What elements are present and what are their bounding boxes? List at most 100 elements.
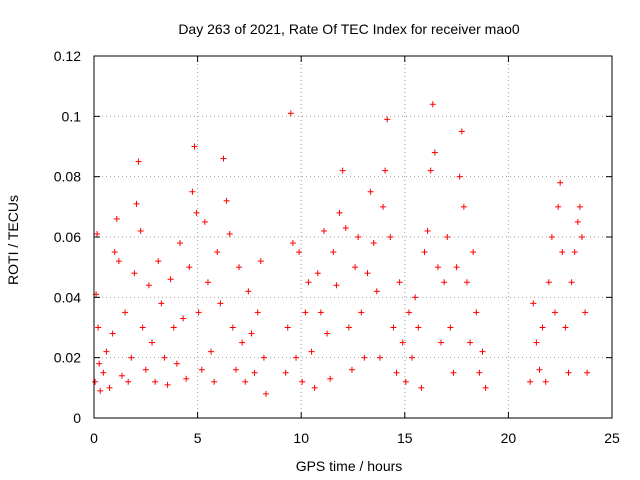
data-point <box>458 128 465 135</box>
data-point <box>103 348 110 355</box>
data-point <box>441 279 448 286</box>
data-point <box>384 116 391 123</box>
data-point <box>424 227 431 234</box>
data-point <box>582 309 589 316</box>
data-point <box>122 309 129 316</box>
data-point <box>342 224 349 231</box>
data-point <box>302 309 309 316</box>
data-point <box>170 324 177 331</box>
data-point <box>299 378 306 385</box>
data-point <box>405 309 412 316</box>
data-point <box>536 366 543 373</box>
data-point <box>158 300 165 307</box>
data-point <box>415 324 422 331</box>
data-point <box>180 315 187 322</box>
data-point <box>348 366 355 373</box>
data-point <box>92 378 99 385</box>
y-tick-label: 0.08 <box>54 169 81 185</box>
data-point <box>393 369 400 376</box>
data-point <box>176 240 183 247</box>
y-tick-label: 0.12 <box>54 48 81 64</box>
data-point <box>109 330 116 337</box>
data-point <box>327 375 334 382</box>
data-point <box>530 300 537 307</box>
data-point <box>211 378 218 385</box>
data-point <box>387 234 394 240</box>
data-point <box>557 179 564 186</box>
data-point <box>229 324 236 331</box>
x-tick-label: 15 <box>397 430 413 446</box>
data-point <box>311 384 318 391</box>
data-point <box>152 378 159 385</box>
data-point <box>314 270 321 277</box>
data-point <box>364 270 371 277</box>
data-point <box>542 378 549 385</box>
data-point <box>191 143 198 150</box>
chart-title: Day 263 of 2021, Rate Of TEC Index for r… <box>178 21 520 37</box>
data-point <box>545 279 552 286</box>
data-point <box>460 203 467 210</box>
data-point <box>232 366 239 373</box>
data-point <box>555 203 562 210</box>
data-point <box>289 240 296 247</box>
y-axis-label: ROTI / TECUs <box>5 195 21 285</box>
data-point <box>339 167 346 174</box>
data-point <box>167 276 174 283</box>
data-point <box>467 339 474 346</box>
data-point <box>479 348 486 355</box>
data-point <box>201 218 208 225</box>
data-point <box>476 369 483 376</box>
data-point <box>95 324 102 331</box>
data-point <box>106 384 113 391</box>
data-point <box>193 209 200 216</box>
data-point <box>373 288 380 295</box>
data-point <box>438 339 445 346</box>
data-point <box>214 249 221 256</box>
data-point <box>552 309 559 316</box>
y-tick-label: 0.04 <box>54 289 81 305</box>
data-point <box>284 324 291 331</box>
x-axis-label: GPS time / hours <box>296 458 403 474</box>
data-point <box>128 354 135 361</box>
data-point <box>361 354 368 361</box>
data-point <box>568 279 575 286</box>
data-point <box>262 390 269 397</box>
data-point <box>482 384 489 391</box>
y-tick-label: 0.1 <box>62 108 82 124</box>
data-point <box>198 366 205 373</box>
data-point <box>137 227 144 234</box>
x-tick-label: 25 <box>604 430 620 446</box>
data-point <box>223 197 230 204</box>
data-point <box>142 366 149 373</box>
data-point <box>189 188 196 195</box>
data-point <box>399 339 406 346</box>
data-point <box>236 264 243 271</box>
data-point <box>409 354 416 361</box>
data-point <box>345 324 352 331</box>
data-point <box>97 387 104 394</box>
data-point <box>330 249 337 256</box>
data-point <box>125 378 132 385</box>
data-point <box>578 234 585 240</box>
data-point <box>584 369 591 376</box>
data-point <box>242 378 249 385</box>
data-point <box>574 218 581 225</box>
data-point <box>463 279 470 286</box>
data-point <box>427 167 434 174</box>
data-point <box>133 200 140 207</box>
data-point <box>333 282 340 289</box>
x-tick-label: 5 <box>194 430 202 446</box>
data-point <box>186 264 193 271</box>
data-point <box>559 249 566 256</box>
data-point <box>421 249 428 256</box>
data-point <box>164 381 171 388</box>
data-point <box>118 372 125 379</box>
y-tick-label: 0.06 <box>54 229 81 245</box>
data-point <box>565 369 572 376</box>
data-point <box>434 264 441 271</box>
data-point <box>161 354 168 361</box>
data-point <box>320 227 327 234</box>
data-point <box>450 369 457 376</box>
